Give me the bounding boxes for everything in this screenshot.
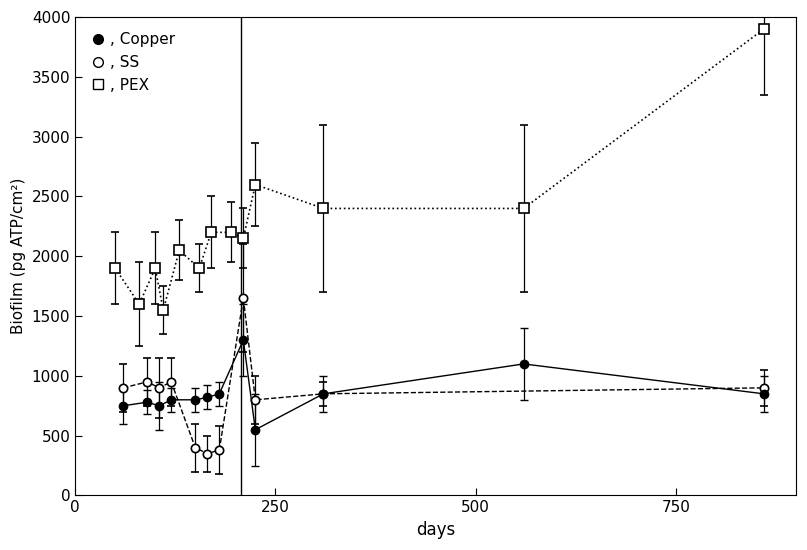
X-axis label: days: days	[416, 521, 455, 539]
Y-axis label: Biofilm (pg ATP/cm²): Biofilm (pg ATP/cm²)	[11, 178, 26, 334]
Legend: , Copper, , SS, , PEX: , Copper, , SS, , PEX	[83, 25, 183, 100]
